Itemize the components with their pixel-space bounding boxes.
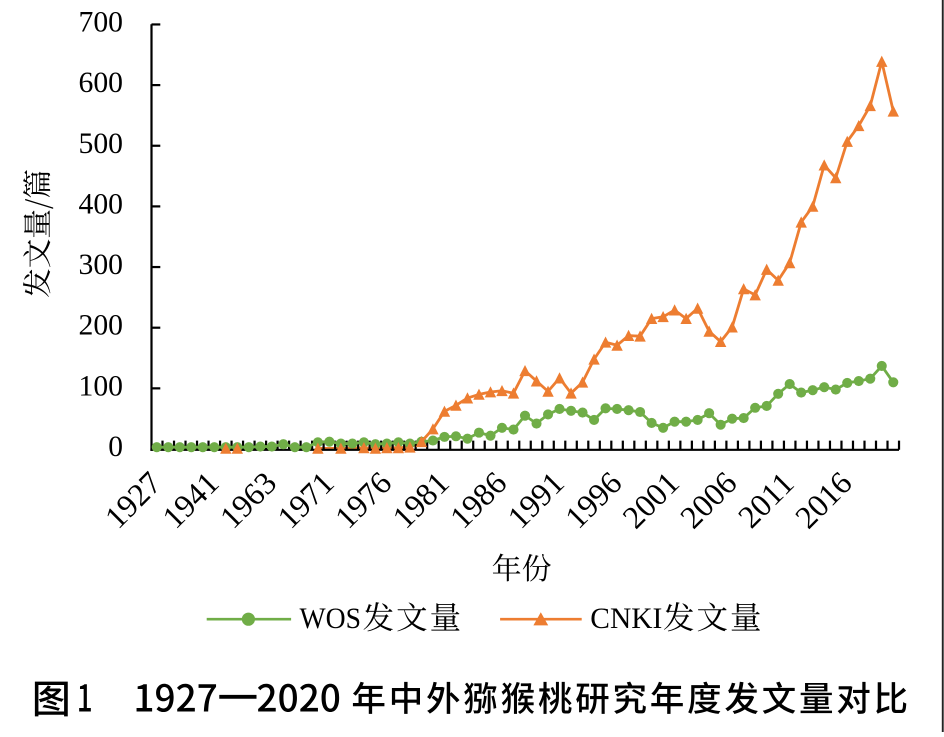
svg-text:600: 600 xyxy=(79,67,124,99)
svg-text:300: 300 xyxy=(79,249,124,281)
svg-text:WOS: WOS xyxy=(300,603,362,635)
svg-text:CNKI: CNKI xyxy=(590,603,662,635)
svg-text:0: 0 xyxy=(108,431,123,463)
svg-text:500: 500 xyxy=(79,128,124,160)
svg-text:200: 200 xyxy=(79,310,124,342)
svg-text:700: 700 xyxy=(79,6,124,38)
svg-text:400: 400 xyxy=(79,188,124,220)
svg-text:100: 100 xyxy=(79,370,124,402)
